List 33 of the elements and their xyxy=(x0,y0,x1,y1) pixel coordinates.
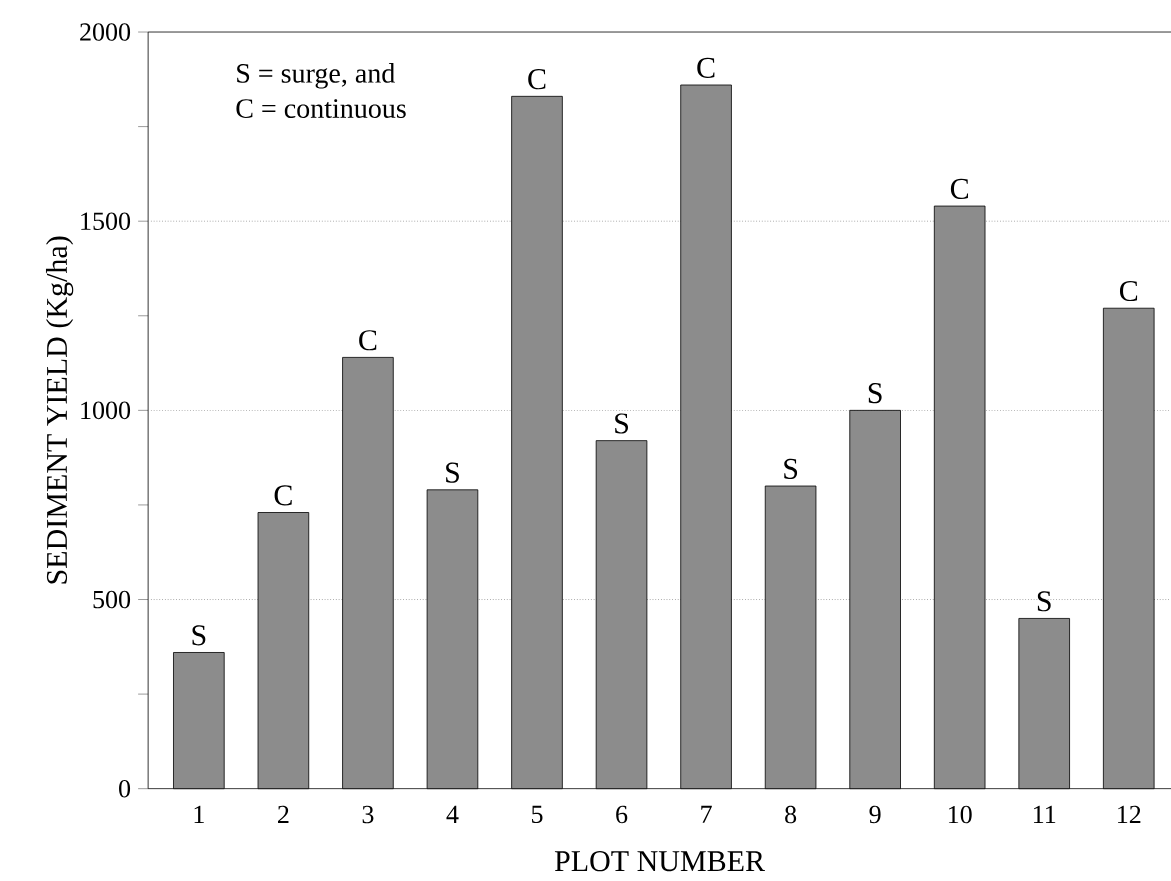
data-label: S xyxy=(192,625,206,646)
x-tick-label: 7 xyxy=(701,805,712,823)
x-tick-label: 8 xyxy=(785,805,797,824)
x-tick-label: 11 xyxy=(1033,805,1056,824)
data-label: S xyxy=(784,458,798,480)
x-tick-label: 1 xyxy=(194,805,204,824)
x-axis-title: PLOT NUMBER xyxy=(554,851,765,872)
y-tick-label: 1000 xyxy=(81,401,131,420)
data-label: C xyxy=(274,485,292,506)
y-tick-label: 500 xyxy=(93,590,131,609)
x-tick-label: 12 xyxy=(1118,805,1141,824)
data-label: S xyxy=(868,383,882,404)
annotation: S = surge, and xyxy=(237,63,395,89)
y-tick-label: 1500 xyxy=(81,212,131,231)
annotation: C = continuous xyxy=(236,99,406,119)
data-label: S xyxy=(615,413,628,434)
y-axis-title: SEDIMENT YIELD (Kg/ha) xyxy=(45,236,74,584)
x-tick-label: 5 xyxy=(532,805,543,824)
x-tick-label: 6 xyxy=(616,805,628,824)
x-tick-label: 2 xyxy=(278,805,289,824)
data-label: C xyxy=(697,57,715,79)
x-tick-label: 10 xyxy=(948,805,972,824)
data-label: C xyxy=(528,69,546,90)
data-label: S xyxy=(446,462,459,483)
x-tick-label: 3 xyxy=(362,805,374,824)
x-tick-label: 4 xyxy=(446,805,459,824)
x-tick-label: 9 xyxy=(869,805,881,824)
data-label: C xyxy=(950,178,969,200)
data-label: S xyxy=(1037,591,1051,612)
data-label: C xyxy=(1119,281,1138,302)
y-tick-label: 2000 xyxy=(80,23,131,41)
y-tick-label: 0 xyxy=(119,780,131,798)
data-label: C xyxy=(359,330,377,351)
